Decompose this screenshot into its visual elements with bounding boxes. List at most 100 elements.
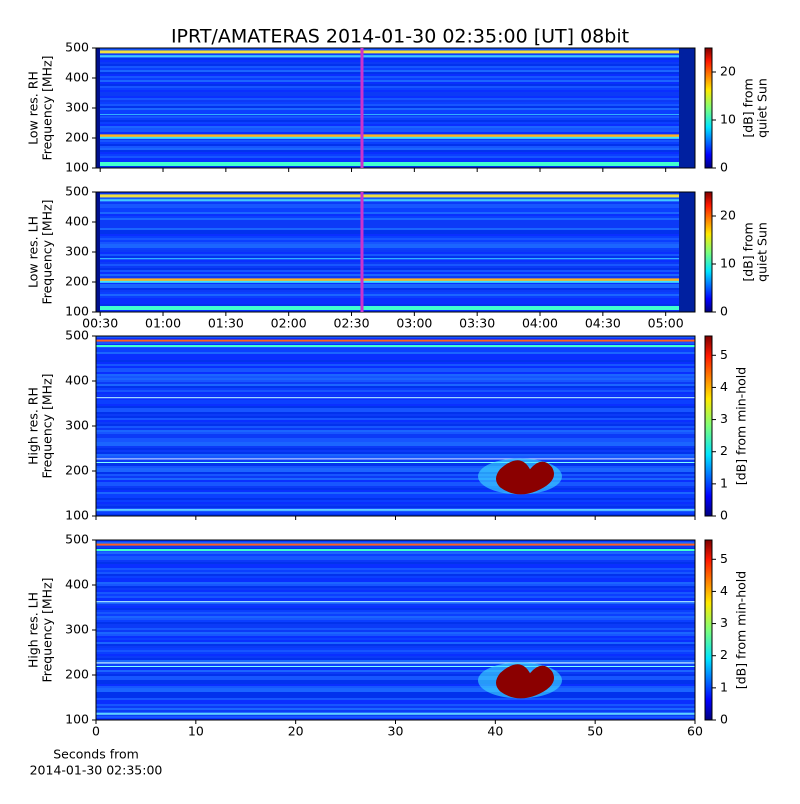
- spectrogram-texture: [96, 74, 695, 76]
- spectrogram-texture: [96, 242, 695, 244]
- spectrogram-texture: [96, 716, 695, 718]
- spectrogram-texture: [96, 500, 695, 502]
- spectrogram-texture: [96, 570, 695, 572]
- colorbar-label: [dB] from: [741, 222, 756, 281]
- spectrogram-texture: [96, 360, 695, 362]
- spectrogram-texture: [96, 204, 695, 206]
- spectrogram-texture: [96, 394, 695, 396]
- spectrogram-texture: [96, 264, 695, 266]
- colorbar: [704, 539, 713, 721]
- y-tick-label: 500: [65, 532, 89, 547]
- spectrogram-texture: [96, 420, 695, 422]
- spectrogram-band: [96, 199, 695, 202]
- spectrogram-texture: [96, 696, 695, 698]
- spectrogram-texture: [96, 60, 695, 62]
- spectrogram-band: [96, 339, 695, 342]
- spectrogram-texture: [96, 698, 695, 700]
- y-tick-label: 400: [65, 577, 89, 592]
- y-axis-label: Low res. LH: [26, 216, 41, 288]
- spectrogram: 100 200 300 400 500 High res. RH Frequency [MH…: [26, 328, 749, 523]
- x-tick-label: 03:00: [396, 316, 432, 331]
- spectrogram-texture: [96, 156, 695, 158]
- spectrogram-texture: [96, 106, 695, 108]
- colorbar-tick-label: 2: [720, 443, 728, 458]
- spectrogram-texture: [96, 368, 695, 370]
- spectrogram-texture: [96, 64, 695, 66]
- spectrogram-texture: [96, 292, 695, 294]
- x-tick-label: 02:30: [334, 316, 370, 331]
- spectrogram-band: [96, 397, 695, 399]
- spectrogram-texture: [96, 110, 695, 112]
- spectrogram-texture: [96, 640, 695, 642]
- spectrogram-texture: [96, 76, 695, 78]
- spectrogram-texture: [96, 298, 695, 300]
- spectrogram-texture: [96, 464, 695, 466]
- spectrogram-texture: [96, 488, 695, 490]
- spectrogram-texture: [96, 266, 695, 268]
- spectrogram-texture: [96, 66, 695, 68]
- spectrogram-texture: [96, 372, 695, 374]
- spectrogram-band: [96, 345, 695, 347]
- spectrogram-band: [96, 162, 695, 166]
- spectrogram-band: [96, 114, 695, 115]
- spectrogram-texture: [96, 270, 695, 272]
- spectrogram-band: [96, 136, 695, 139]
- spectrogram-texture: [96, 476, 695, 478]
- colorbar: [704, 335, 713, 517]
- spectrogram-texture: [96, 390, 695, 392]
- spectrogram-band: [96, 134, 695, 138]
- y-tick-label: 300: [65, 244, 89, 259]
- spectrogram-texture: [96, 108, 695, 110]
- spectrogram-texture: [96, 620, 695, 622]
- spectrogram-texture: [96, 674, 695, 676]
- x-tick-label: 30: [388, 724, 404, 739]
- spectrogram-texture: [96, 146, 695, 148]
- spectrogram-texture: [96, 364, 695, 366]
- y-tick-label: 200: [65, 463, 89, 478]
- spectrogram-texture: [96, 202, 695, 204]
- spectrogram-texture: [96, 540, 695, 542]
- spectrogram-texture: [96, 692, 695, 694]
- spectrogram-texture: [96, 672, 695, 674]
- burst: [496, 460, 554, 495]
- spectrogram-texture: [96, 432, 695, 434]
- spectrogram-texture: [96, 238, 695, 240]
- spectrogram-texture: [96, 430, 695, 432]
- spectrogram-texture: [96, 402, 695, 404]
- spectrogram-texture: [96, 618, 695, 620]
- y-axis-label: High res. LH: [26, 592, 41, 668]
- spectrogram-texture: [96, 378, 695, 380]
- y-tick-label: 500: [65, 328, 89, 343]
- spectrogram-texture: [96, 144, 695, 146]
- spectrogram-texture: [96, 198, 695, 200]
- y-tick-label: 200: [65, 274, 89, 289]
- spectrogram-texture: [96, 160, 695, 162]
- spectrogram-texture: [96, 706, 695, 708]
- spectrogram-texture: [96, 88, 695, 90]
- spectrogram-texture: [96, 484, 695, 486]
- spectrogram-texture: [96, 556, 695, 558]
- spectrogram-texture: [96, 282, 695, 284]
- spectrogram-texture: [96, 86, 695, 88]
- spectrogram-texture: [96, 606, 695, 608]
- spectrogram-texture: [96, 370, 695, 372]
- x-tick-label: 10: [188, 724, 204, 739]
- spectrogram-texture: [96, 118, 695, 120]
- x-tick-label: 0: [92, 724, 100, 739]
- spectrogram-texture: [96, 302, 695, 304]
- colorbar-tick-label: 10: [720, 256, 736, 271]
- y-axis-label: Frequency [MHz]: [40, 199, 55, 304]
- colorbar-label: [dB] from min-hold: [734, 367, 749, 485]
- y-tick-label: 200: [65, 667, 89, 682]
- spectrogram-image: [96, 540, 695, 720]
- spectrogram-texture: [96, 466, 695, 468]
- spectrogram-texture: [96, 422, 695, 424]
- spectrogram-texture: [96, 310, 695, 312]
- spectrogram-texture: [96, 680, 695, 682]
- spectrogram-texture: [96, 262, 695, 264]
- spectrogram-texture: [96, 152, 695, 154]
- spectrogram-texture: [96, 358, 695, 360]
- spectrogram-texture: [96, 116, 695, 118]
